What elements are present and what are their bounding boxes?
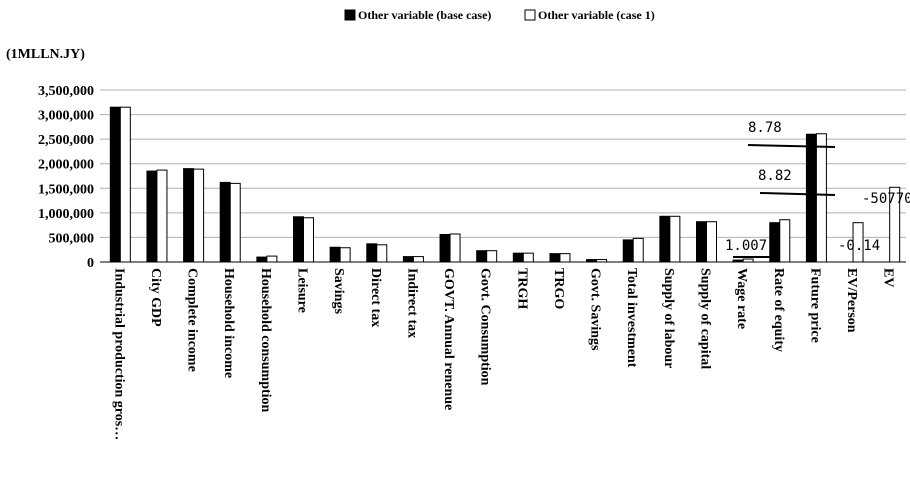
x-category-label: Future price xyxy=(807,268,822,343)
bar-case-1 xyxy=(706,221,717,263)
annotations: 8.78 8.82 1.007 -0.14 -50770 xyxy=(725,120,910,258)
bar-base-case xyxy=(256,256,268,263)
bar-case-1 xyxy=(486,250,498,263)
bar-base-case xyxy=(293,216,304,263)
bar-case-1 xyxy=(266,255,278,263)
annotation-line xyxy=(759,192,836,196)
unit-label: (1MLLN.JY) xyxy=(6,47,85,62)
y-tick-label: 1,000,000 xyxy=(38,207,94,222)
bar-case-1 xyxy=(376,244,388,263)
x-category-label: Leisure xyxy=(295,268,310,313)
bar-case-1 xyxy=(815,133,827,263)
annotation-line xyxy=(747,144,836,148)
x-category-label: EV/Person xyxy=(844,268,859,333)
bar-base-case xyxy=(586,259,598,263)
y-tick-label: 500,000 xyxy=(49,231,95,246)
bar-case-1 xyxy=(119,106,131,263)
annotation-label: 8.82 xyxy=(758,168,792,184)
x-category-label: Govt. Consumption xyxy=(478,268,493,386)
bar-base-case xyxy=(622,239,634,263)
y-tick-label: 0 xyxy=(87,256,94,271)
annotation-label: 1.007 xyxy=(725,238,767,254)
x-category-label: TRGH xyxy=(514,268,529,309)
bar-base-case xyxy=(439,233,451,263)
legend-label-base-case: Other variable (base case) xyxy=(358,8,491,22)
x-category-label: Supply of labour xyxy=(661,268,676,368)
bar-case-1 xyxy=(779,219,791,263)
legend-swatch-base-case xyxy=(344,9,356,21)
y-tick-label: 1,500,000 xyxy=(38,182,94,197)
bar-case-1 xyxy=(559,253,571,263)
y-tick-label: 3,500,000 xyxy=(38,84,94,99)
bar-case-1 xyxy=(632,237,644,263)
x-category-label: Supply of capital xyxy=(698,268,713,369)
annotation-label: 8.78 xyxy=(748,120,782,136)
bar-case-1 xyxy=(596,259,608,263)
x-category-label: Direct tax xyxy=(368,268,383,327)
bar-base-case xyxy=(805,133,817,263)
x-category-label: Wage rate xyxy=(734,268,749,329)
x-category-label: Rate of equity xyxy=(771,268,786,352)
bar-case-1 xyxy=(339,247,351,263)
y-tick-label: 3,000,000 xyxy=(38,109,94,124)
bar-case-1 xyxy=(449,233,461,263)
bar-case-1 xyxy=(889,186,901,263)
bar-case-1 xyxy=(412,256,424,263)
bar-case-1 xyxy=(303,217,314,263)
y-axis-ticks: 0 500,000 1,000,000 1,500,000 2,000,000 2,500… xyxy=(38,84,94,271)
bar-base-case xyxy=(366,243,378,263)
annotation-label: -0.14 xyxy=(838,238,880,254)
bar-base-case xyxy=(183,168,195,263)
bar-base-case xyxy=(512,252,524,263)
x-category-label: Household income xyxy=(221,268,236,378)
y-tick-label: 2,000,000 xyxy=(38,158,94,173)
bar-base-case xyxy=(219,181,231,263)
bar-base-case xyxy=(402,256,414,263)
y-tick-label: 2,500,000 xyxy=(38,133,94,148)
bar-base-case xyxy=(109,106,121,263)
bar-base-case xyxy=(659,215,671,263)
x-category-label: Industrial production gros… xyxy=(111,268,126,440)
bar-base-case xyxy=(696,221,707,263)
bars xyxy=(109,106,901,263)
legend: Other variable (base case) Other variabl… xyxy=(344,8,655,22)
x-category-label: Govt. Savings xyxy=(588,268,603,351)
legend-swatch-case-1 xyxy=(524,9,536,21)
x-category-label: Total investment xyxy=(624,268,639,368)
x-category-label: Complete income xyxy=(185,268,200,372)
bar-case-1 xyxy=(229,182,241,263)
x-category-label: GOVT. Annual renenue xyxy=(441,268,456,410)
bar-base-case xyxy=(476,250,488,263)
x-category-label: Household consumption xyxy=(258,268,273,413)
bar-base-case xyxy=(146,170,158,263)
bar-case-1 xyxy=(522,252,534,263)
bar-case-1 xyxy=(852,222,864,263)
bar-case-1 xyxy=(669,215,681,263)
bar-case-1 xyxy=(742,258,754,263)
x-axis-labels: Industrial production gros… City GDP Compl… xyxy=(111,268,895,440)
x-category-label: Savings xyxy=(331,268,346,314)
bar-case-1 xyxy=(193,168,205,263)
annotation-label: -50770 xyxy=(862,191,910,207)
x-category-label: TRGO xyxy=(551,268,566,309)
bar-base-case xyxy=(329,246,341,263)
x-category-label: EV xyxy=(881,268,896,287)
bar-base-case xyxy=(732,259,744,263)
bar-base-case xyxy=(549,253,561,263)
x-category-label: City GDP xyxy=(148,268,163,327)
bar-case-1 xyxy=(156,169,168,263)
x-category-label: Indirect tax xyxy=(404,268,419,338)
legend-label-case-1: Other variable (case 1) xyxy=(538,8,655,22)
